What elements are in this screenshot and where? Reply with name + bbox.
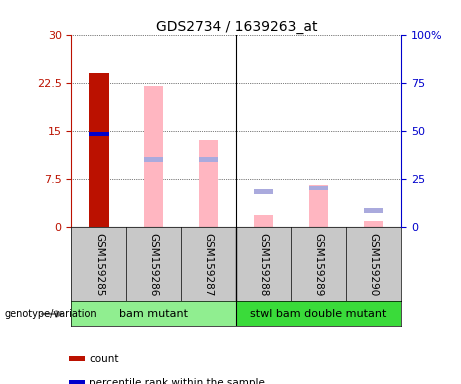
Bar [89,132,108,136]
Bar [364,209,383,213]
Bar [309,185,328,227]
Bar [309,186,328,190]
Text: GSM159285: GSM159285 [94,233,104,296]
Text: GSM159288: GSM159288 [259,233,269,296]
Text: bam mutant: bam mutant [119,309,189,319]
Bar [89,73,108,227]
Bar [364,221,383,227]
Title: GDS2734 / 1639263_at: GDS2734 / 1639263_at [155,20,317,33]
Bar [199,157,219,162]
Bar [199,140,219,227]
Bar [254,189,273,194]
FancyBboxPatch shape [69,380,85,384]
FancyBboxPatch shape [69,356,85,361]
Bar [144,157,164,162]
Text: GSM159286: GSM159286 [149,233,159,296]
Text: stwl bam double mutant: stwl bam double mutant [250,309,387,319]
Text: percentile rank within the sample: percentile rank within the sample [89,377,265,384]
Text: GSM159287: GSM159287 [204,233,214,296]
Text: genotype/variation: genotype/variation [5,309,97,319]
Text: GSM159289: GSM159289 [313,233,324,296]
Bar [254,215,273,227]
Text: count: count [89,354,118,364]
Bar [236,301,401,326]
Text: GSM159290: GSM159290 [369,233,378,296]
Bar [144,86,164,227]
Bar [71,301,236,326]
